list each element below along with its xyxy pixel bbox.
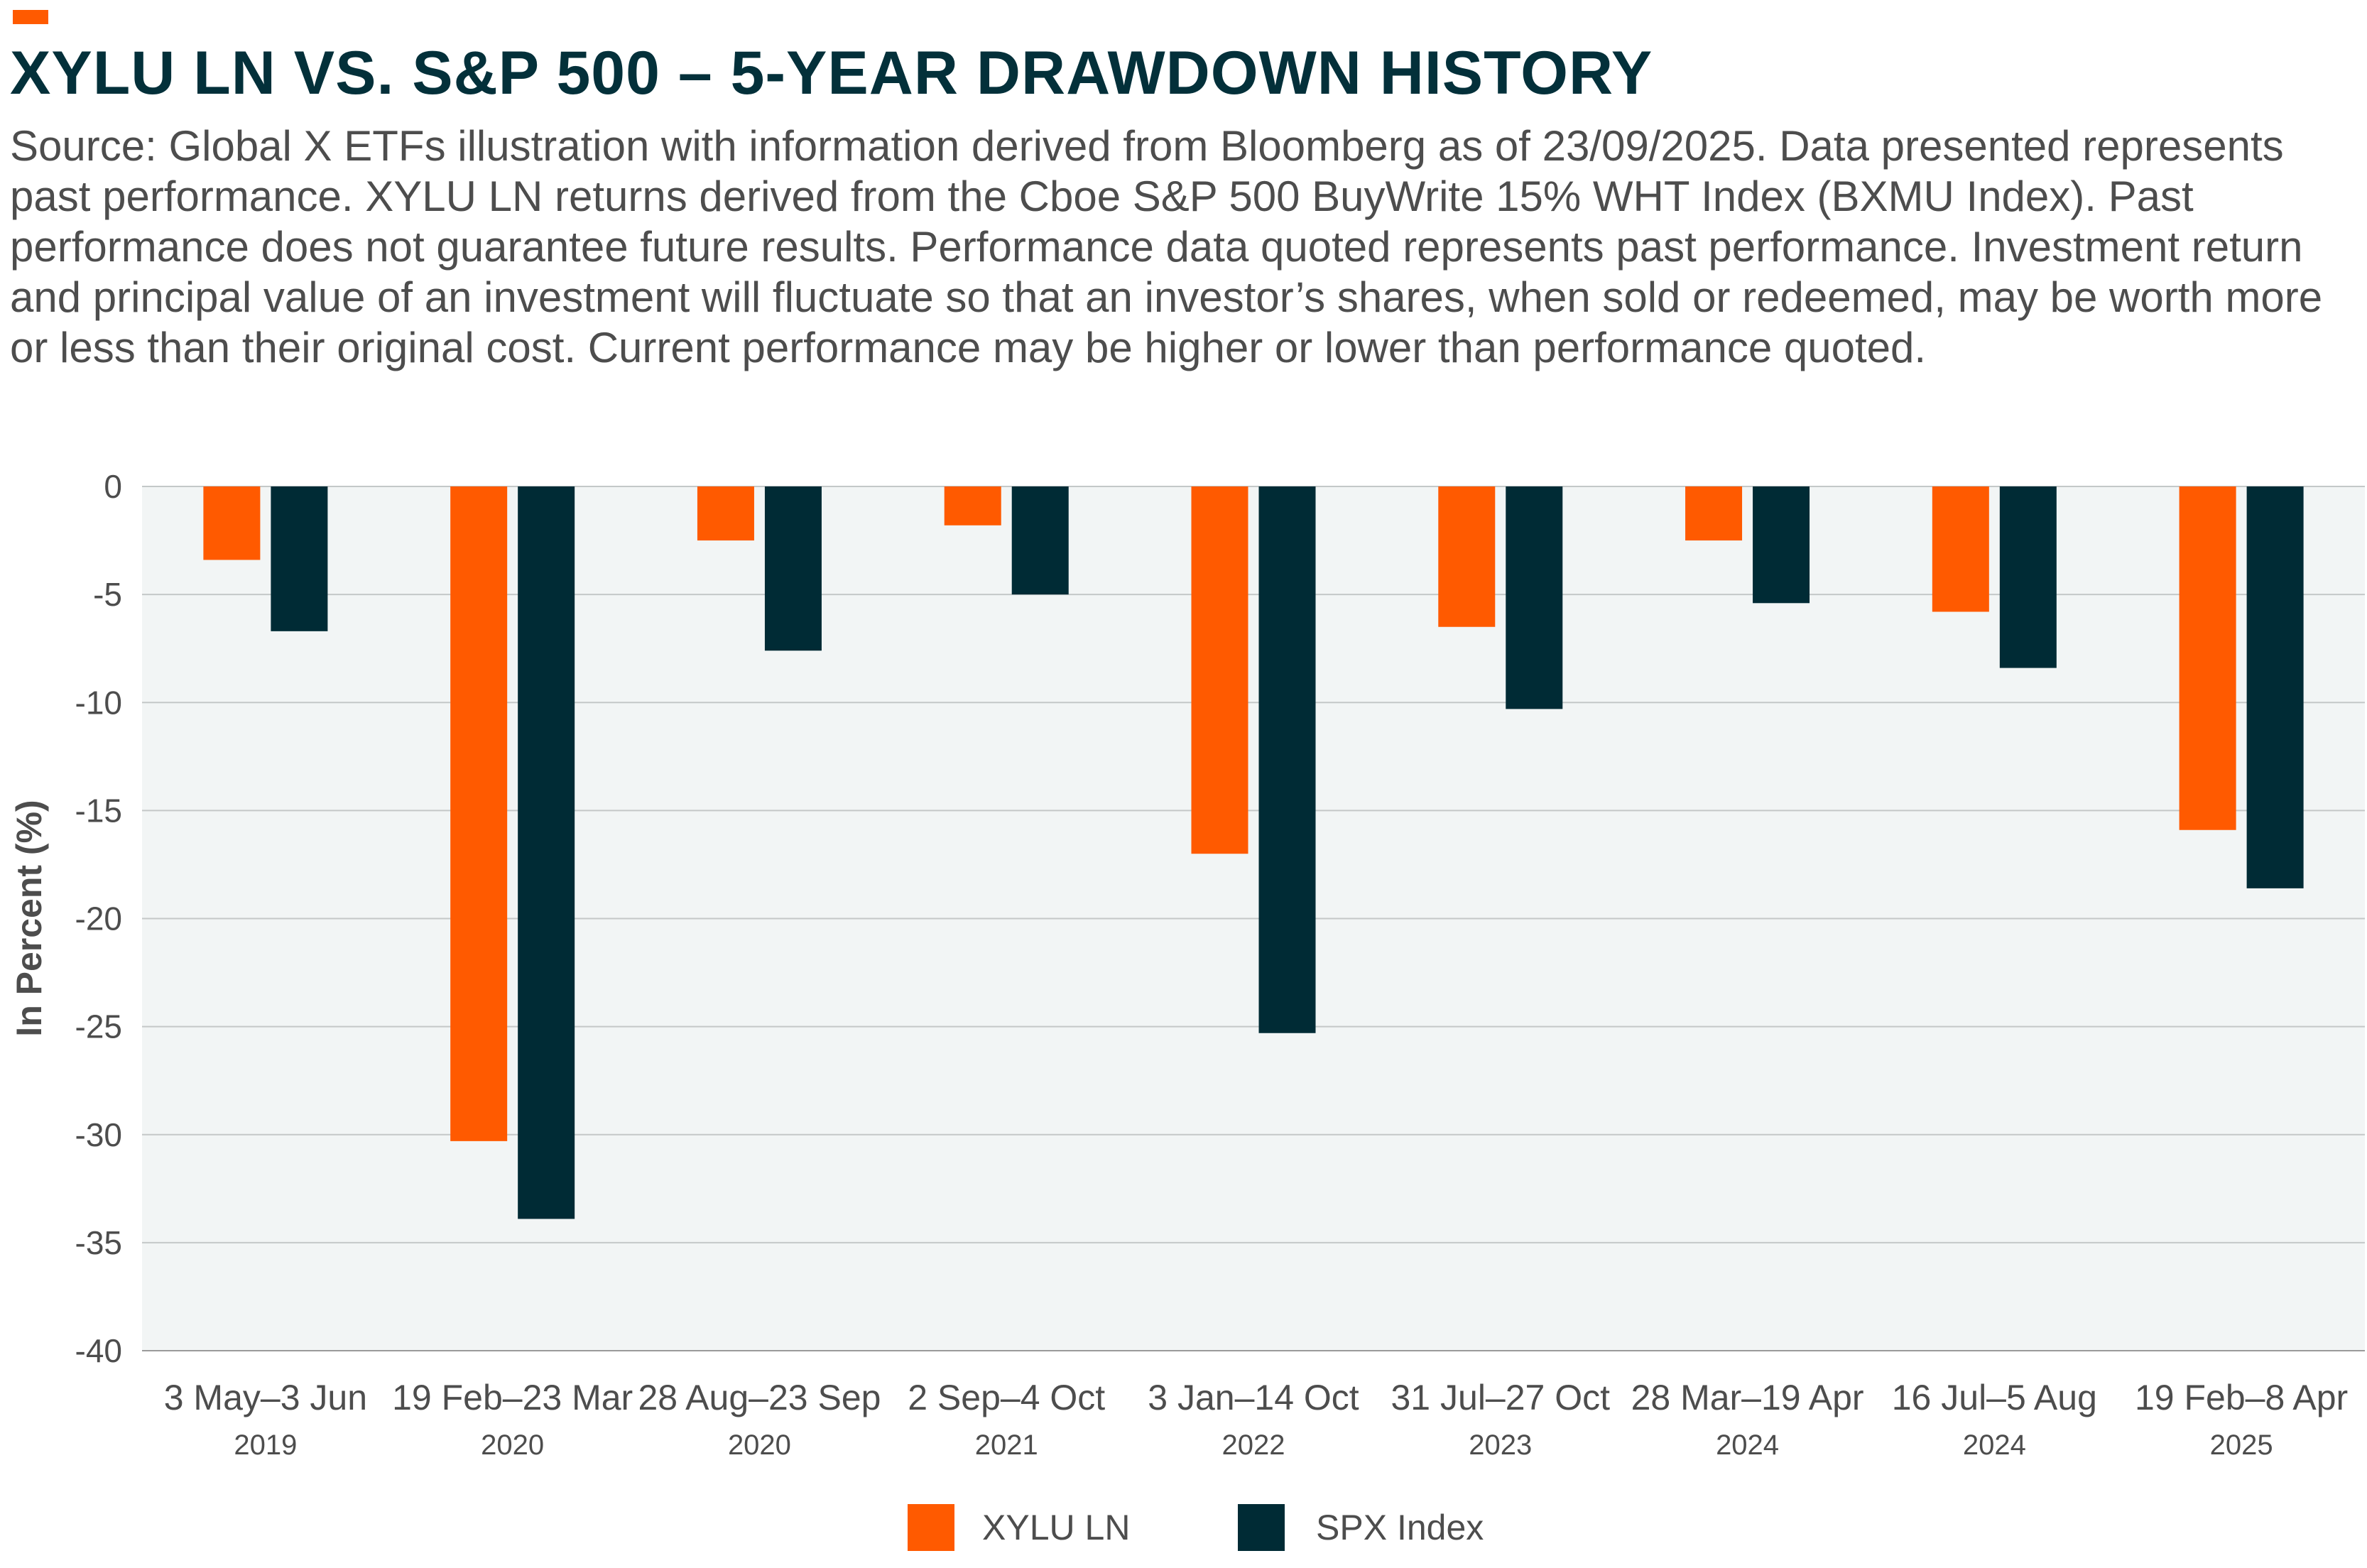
x-category-label: 3 Jan–14 Oct <box>1148 1378 1359 1417</box>
x-year-label: 2022 <box>1222 1430 1285 1461</box>
bar-xylu <box>1685 486 1743 541</box>
bar-xylu <box>1191 486 1248 854</box>
bar-xylu <box>2179 486 2236 830</box>
x-category-labels: 3 May–3 Jun 2019 19 Feb–23 Mar 2020 28 Aug–2… <box>164 1378 2348 1461</box>
bar-xylu <box>1438 486 1496 627</box>
y-tick-labels: 0 -5 -10 -15 -20 -25 -30 -35 -40 <box>75 468 122 1369</box>
gridlines <box>142 486 2365 1351</box>
x-year-label: 2024 <box>1963 1430 2026 1461</box>
legend-label-spx: SPX Index <box>1316 1508 1484 1547</box>
x-year-label: 2023 <box>1469 1430 1532 1461</box>
bar-spx <box>1258 486 1316 1033</box>
bar-spx <box>1999 486 2057 668</box>
bar-xylu <box>1932 486 1989 612</box>
bar-xylu <box>944 486 1001 526</box>
chart-title: XYLU LN VS. S&P 500 – 5-YEAR DRAWDOWN HI… <box>10 39 1653 107</box>
legend-swatch-spx <box>1238 1504 1285 1551</box>
x-category-label: 2 Sep–4 Oct <box>908 1378 1105 1417</box>
y-tick-label: -35 <box>75 1224 122 1261</box>
x-year-label: 2019 <box>234 1430 297 1461</box>
legend-swatch-xylu <box>908 1504 954 1551</box>
bar-group <box>203 486 2304 1219</box>
x-category-label: 31 Jul–27 Oct <box>1391 1378 1611 1417</box>
bar-xylu <box>203 486 261 560</box>
x-year-label: 2024 <box>1716 1430 1779 1461</box>
bar-xylu <box>450 486 508 1141</box>
y-tick-label: 0 <box>104 468 122 505</box>
source-note: Source: Global X ETFs illustration with … <box>10 122 2323 371</box>
bar-xylu <box>697 486 754 541</box>
x-year-label: 2020 <box>728 1430 791 1461</box>
drawdown-bar-chart: 0 -5 -10 -15 -20 -25 -30 -35 -40 3 May–3 Jun 2019… <box>9 468 2365 1551</box>
x-category-label: 28 Mar–19 Apr <box>1631 1378 1864 1417</box>
y-tick-label: -15 <box>75 792 122 829</box>
bar-spx <box>1506 486 1563 709</box>
y-tick-label: -5 <box>93 576 122 613</box>
y-tick-label: -10 <box>75 684 122 721</box>
bar-spx <box>1011 486 1069 595</box>
x-category-label: 19 Feb–23 Mar <box>392 1378 633 1417</box>
x-year-label: 2020 <box>481 1430 544 1461</box>
bar-spx <box>764 486 822 651</box>
x-year-label: 2025 <box>2210 1430 2273 1461</box>
bar-spx <box>1753 486 1810 604</box>
y-tick-label: -25 <box>75 1008 122 1045</box>
y-tick-label: -40 <box>75 1332 122 1369</box>
bar-spx <box>271 486 328 631</box>
y-axis-label: In Percent (%) <box>9 800 49 1036</box>
x-category-label: 28 Aug–23 Sep <box>638 1378 881 1417</box>
legend-label-xylu: XYLU LN <box>982 1508 1130 1547</box>
x-category-label: 16 Jul–5 Aug <box>1892 1378 2097 1417</box>
legend: XYLU LN SPX Index <box>908 1504 1484 1551</box>
y-tick-label: -30 <box>75 1116 122 1153</box>
x-year-label: 2021 <box>975 1430 1038 1461</box>
bar-spx <box>518 486 575 1219</box>
x-category-label: 19 Feb–8 Apr <box>2135 1378 2348 1417</box>
y-tick-label: -20 <box>75 900 122 937</box>
bar-spx <box>2246 486 2304 888</box>
accent-bar <box>13 10 48 24</box>
x-category-label: 3 May–3 Jun <box>164 1378 367 1417</box>
